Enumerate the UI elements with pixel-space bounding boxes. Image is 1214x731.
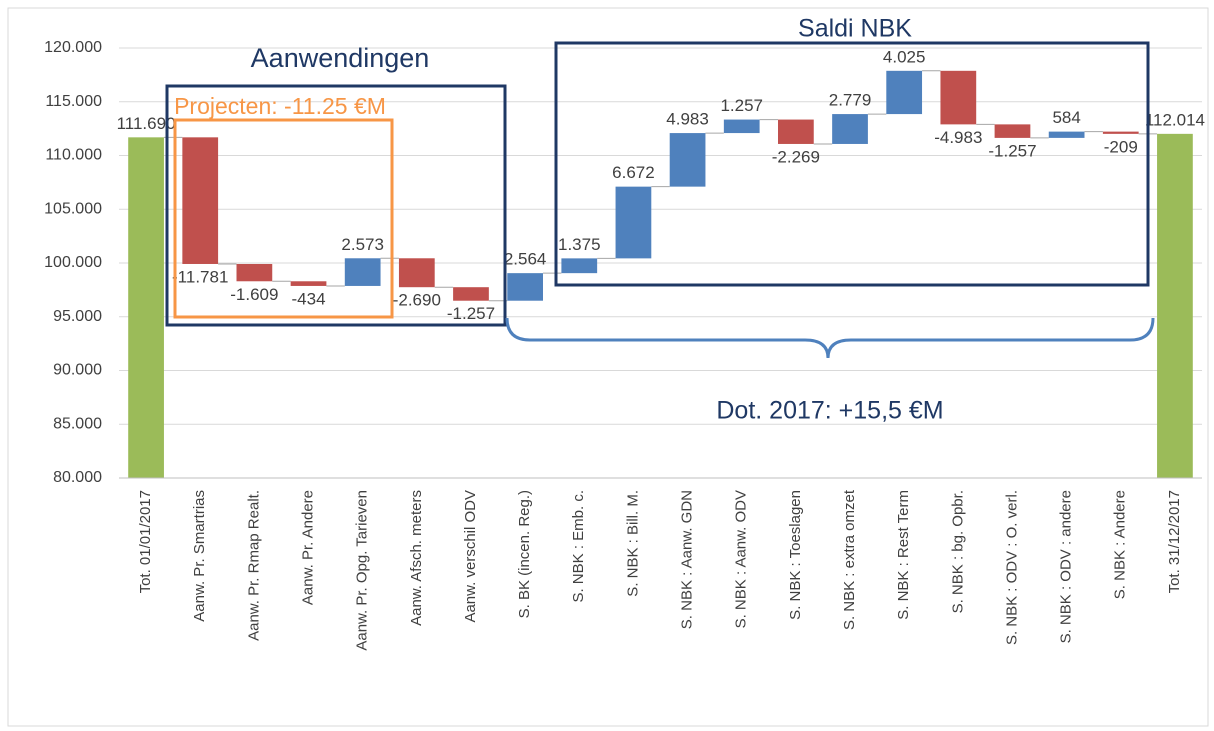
annotation: Projecten: -11.25 €M [174,93,386,119]
annotation: Saldi NBK [798,15,912,43]
data-label: -2.690 [393,291,441,310]
x-tick-label: S. NBK : Rest Term [895,490,912,620]
data-label: -1.257 [988,141,1036,160]
bar [615,186,652,259]
data-label: 2.573 [341,235,384,254]
x-tick-label: S. NBK : Aanw. GDN [679,490,696,629]
bar [832,114,868,144]
x-tick-label: S. BK (incen. Reg.) [516,490,533,618]
x-tick-label: S. NBK : ODV : andere [1058,490,1075,643]
bar [1102,131,1139,134]
y-tick-label: 105.000 [44,200,102,217]
bar [1048,131,1085,138]
bar [182,137,219,264]
x-tick-label: Aanw. verschil ODV [462,490,479,623]
data-label: 2.564 [504,250,547,269]
x-tick-label: S. NBK : Andere [1112,490,1129,599]
data-label: -434 [292,289,326,308]
x-tick-label: S. NBK : Aanw. ODV [733,490,750,628]
x-tick-label: Tot. 31/12/2017 [1166,490,1183,593]
y-tick-label: 90.000 [53,362,102,379]
bar [669,133,706,187]
x-tick-label: Aanw. Pr. Opg. Tarieven [354,490,371,651]
annotation: Aanwendingen [251,43,430,73]
bar [453,287,489,301]
x-tick-label: S. NBK : ODV : O. verl. [1003,490,1020,645]
x-tick-label: S. NBK : Bill. M. [624,490,641,597]
data-label: 6.672 [612,163,655,182]
y-tick-label: 80.000 [53,469,102,486]
y-tick-label: 120.000 [44,39,102,56]
y-tick-label: 115.000 [45,93,102,110]
x-tick-label: S. NBK : extra omzet [841,489,858,630]
data-label: 111.690 [117,114,176,133]
group-box [165,84,507,327]
data-label: 2.779 [829,91,872,110]
x-tick-label: Aanw. Pr. Andere [299,490,316,605]
y-tick-label: 110.000 [45,147,102,164]
bar [778,119,814,144]
x-tick-label: S. NBK : bg. Opbr. [949,490,966,613]
x-tick-label: Aanw. Afsch. meters [408,490,425,626]
bar [507,273,543,301]
annotation: Dot. 2017: +15,5 €M [716,397,943,425]
bar [723,119,760,134]
bar [344,258,381,286]
data-label: -2.269 [772,147,820,166]
data-label: -1.609 [230,285,278,304]
x-tick-label: S. NBK : Emb. c. [570,490,587,603]
y-tick-label: 100.000 [44,254,102,271]
data-label: 1.257 [720,96,763,115]
data-label: -11.781 [172,267,228,286]
bar [561,258,598,274]
brace [505,317,1155,359]
data-label: -1.257 [447,304,495,323]
x-tick-label: Aanw. Pr. Smartrias [191,490,208,622]
plot-area: 80.000 85.000 90.000 95.000 100.000 105.000 11… [44,39,1205,650]
data-label: 112.014 [1145,110,1205,129]
bar [290,281,327,286]
data-label: 584 [1052,108,1080,127]
chart-border [7,7,1209,727]
bar [128,137,164,478]
bar [236,263,273,282]
x-tick-label: Aanw. Pr. Rmap Realt. [245,490,262,641]
data-label: -4.983 [934,128,982,147]
data-label: -209 [1104,137,1138,156]
bar [940,70,977,125]
x-tick-label: S. NBK : Toeslagen [787,490,804,620]
bar [886,70,923,115]
group-box [554,41,1150,287]
y-tick-label: 95.000 [53,308,102,325]
group-box [173,118,394,319]
bar [1157,133,1193,479]
data-label: 4.983 [666,110,709,129]
x-tick-label: Tot. 01/01/2017 [137,490,154,593]
data-label: 1.375 [558,235,601,254]
data-label: 4.025 [883,47,926,66]
bar [994,124,1031,138]
bar [398,258,435,288]
y-tick-label: 85.000 [53,415,102,432]
